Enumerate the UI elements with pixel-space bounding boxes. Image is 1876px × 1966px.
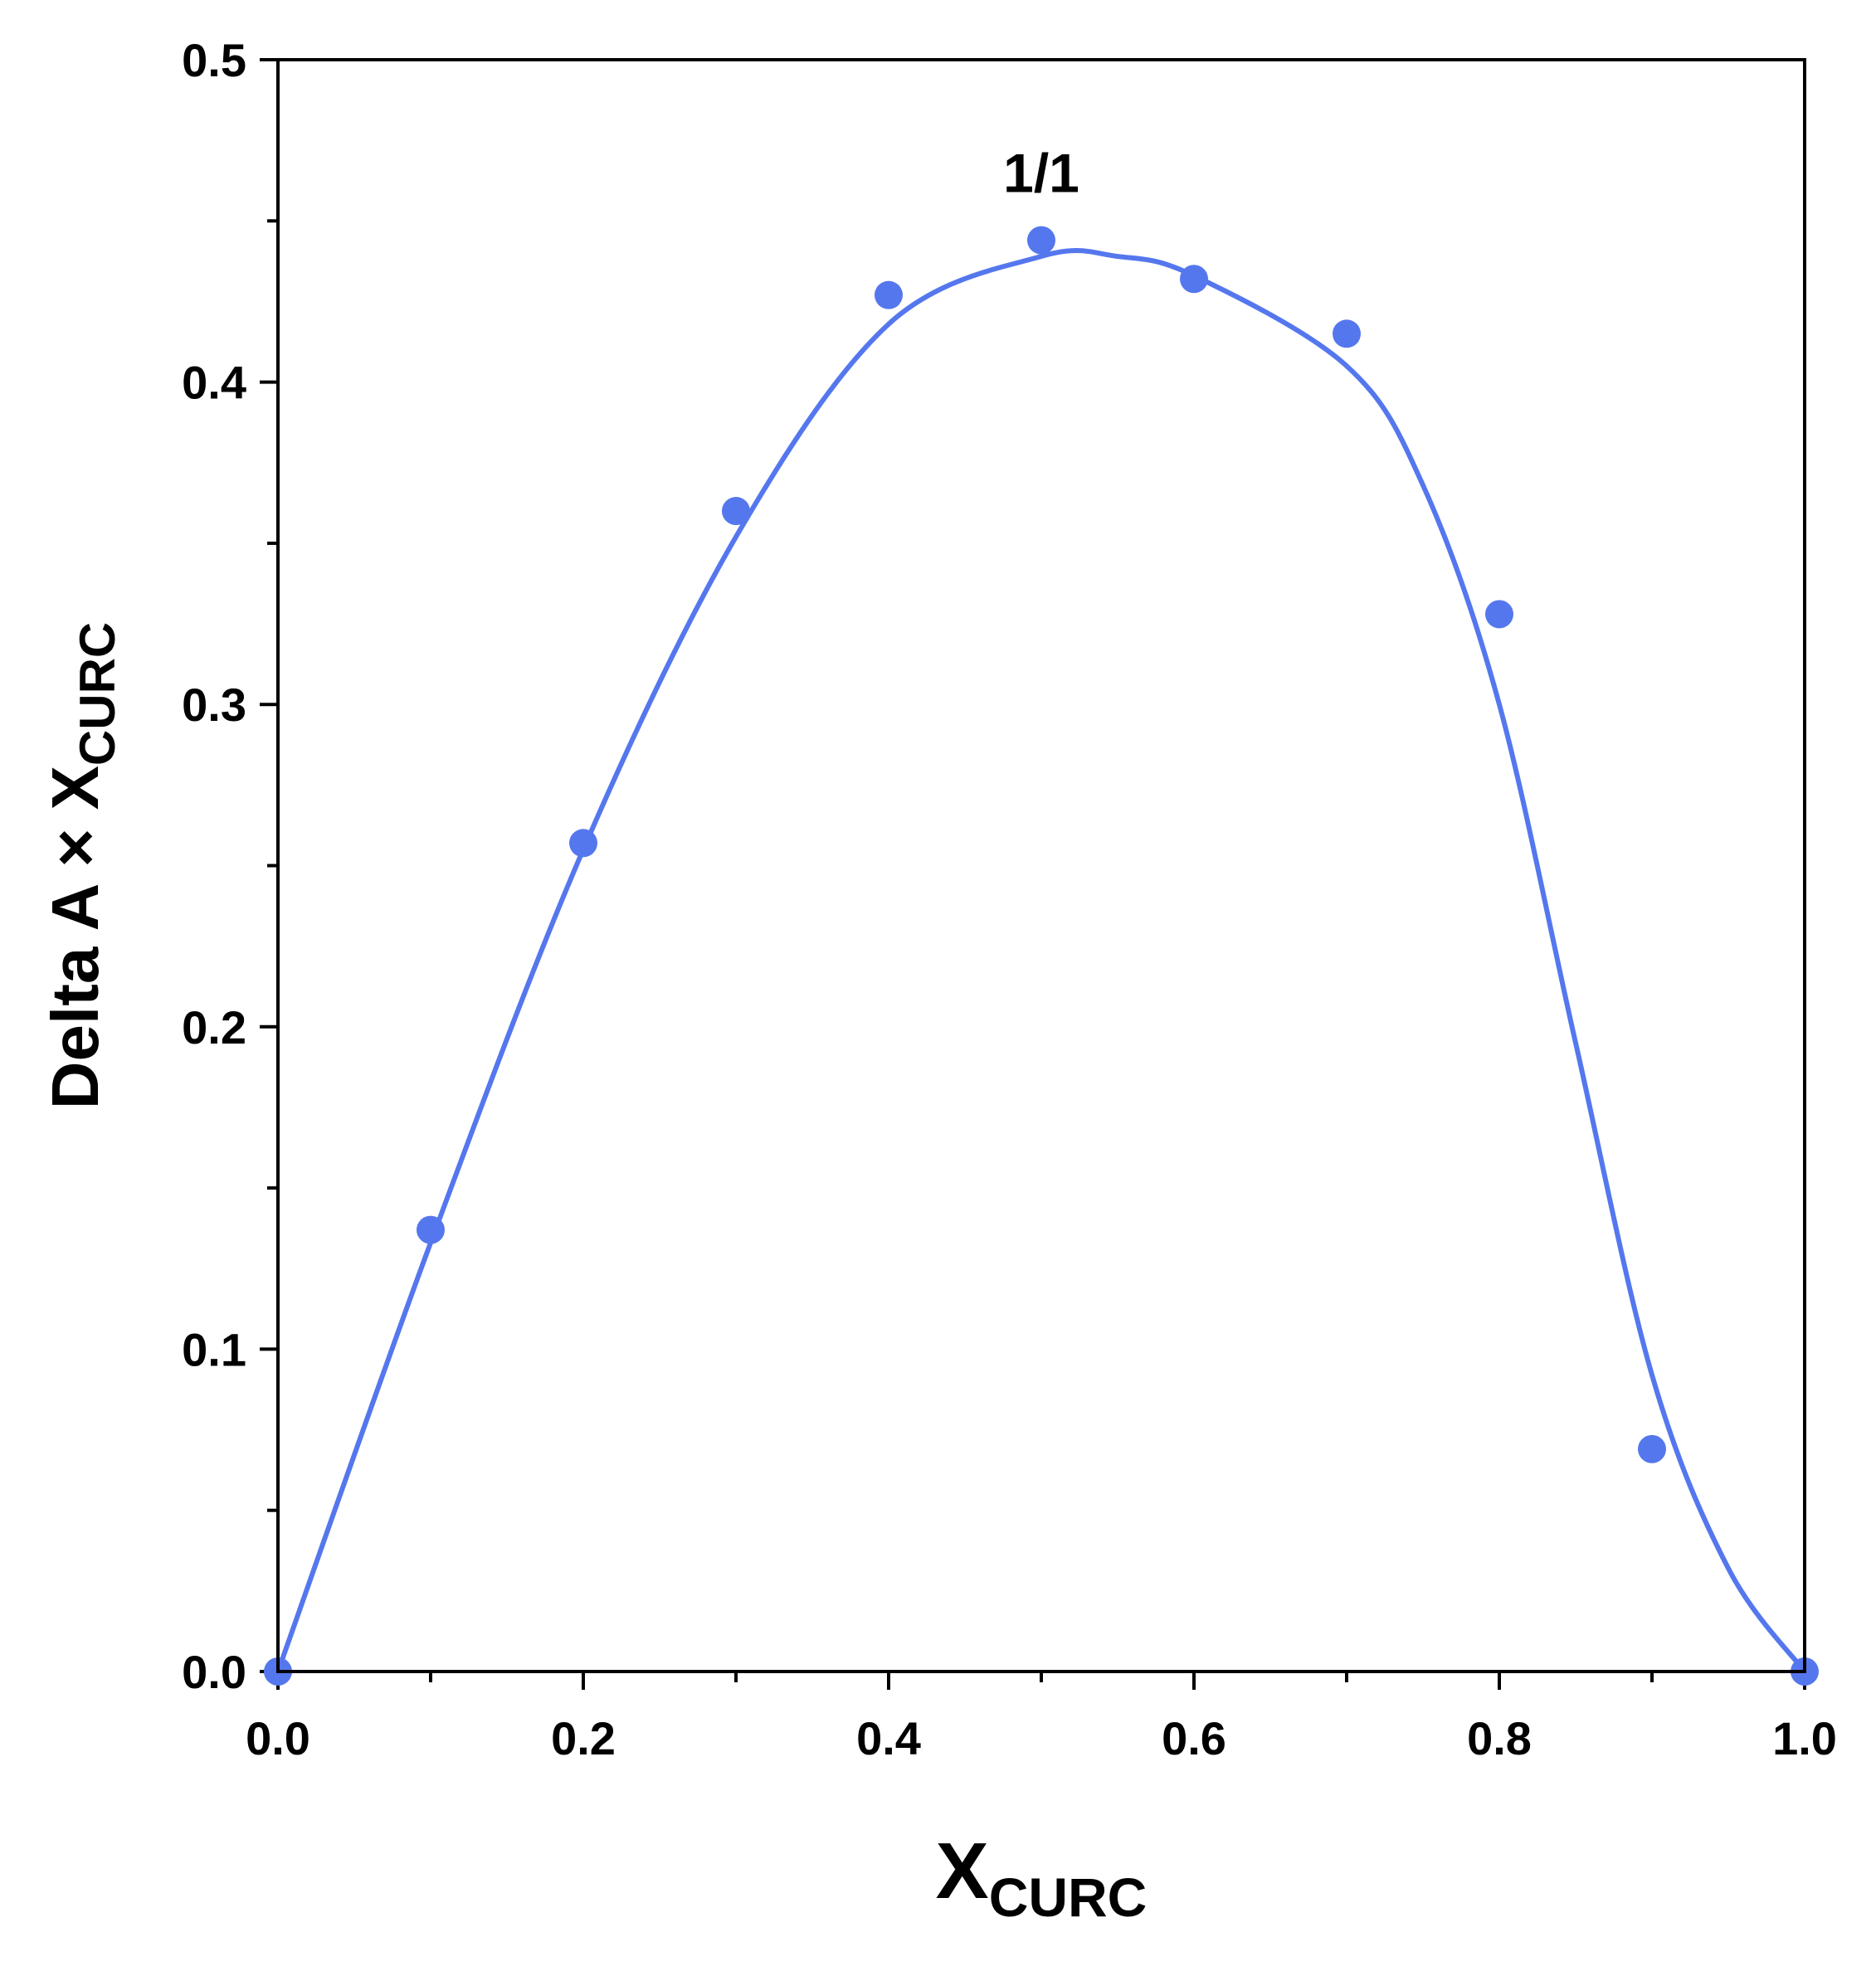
- x-axis-title-sub: CURC: [989, 1866, 1148, 1928]
- x-tick-label: 0.4: [856, 1712, 921, 1764]
- data-point: [1180, 265, 1208, 294]
- data-point: [722, 497, 750, 526]
- data-point: [1333, 319, 1361, 348]
- x-tick-label: 0.0: [246, 1712, 310, 1764]
- x-axis-title: XCURC: [936, 1827, 1148, 1928]
- y-tick-labels: 0.0 0.1 0.2 0.3 0.4 0.5: [182, 34, 246, 1698]
- x-tick-label: 0.8: [1467, 1712, 1532, 1764]
- data-point: [1485, 600, 1513, 629]
- y-axis-title-main: Delta A × X: [38, 766, 112, 1109]
- y-tick-label: 0.0: [182, 1646, 246, 1698]
- data-points: [264, 226, 1819, 1686]
- tick-marks: [260, 58, 1806, 1690]
- y-axis-title-sub: CURC: [70, 622, 125, 766]
- x-tick-label: 1.0: [1772, 1712, 1837, 1764]
- x-tick-label: 0.6: [1162, 1712, 1226, 1764]
- y-tick-label: 0.1: [182, 1323, 246, 1375]
- y-tick-label: 0.4: [182, 357, 246, 409]
- y-tick-label: 0.2: [182, 1001, 246, 1054]
- x-tick-label: 0.2: [551, 1712, 616, 1764]
- fit-curve: [275, 248, 1807, 1673]
- data-point: [569, 829, 597, 858]
- y-axis-title: Delta A × XCURC: [38, 622, 125, 1110]
- annotation-label: 1/1: [1003, 142, 1079, 203]
- data-point: [1638, 1434, 1666, 1463]
- data-point: [1027, 226, 1055, 255]
- data-point: [417, 1215, 445, 1244]
- y-tick-label: 0.5: [182, 34, 246, 86]
- x-tick-labels: 0.0 0.2 0.4 0.6 0.8 1.0: [246, 1712, 1837, 1764]
- y-tick-label: 0.3: [182, 679, 246, 731]
- data-point: [875, 280, 903, 309]
- x-axis-title-main: X: [936, 1827, 989, 1915]
- plot-frame: [276, 58, 1806, 1673]
